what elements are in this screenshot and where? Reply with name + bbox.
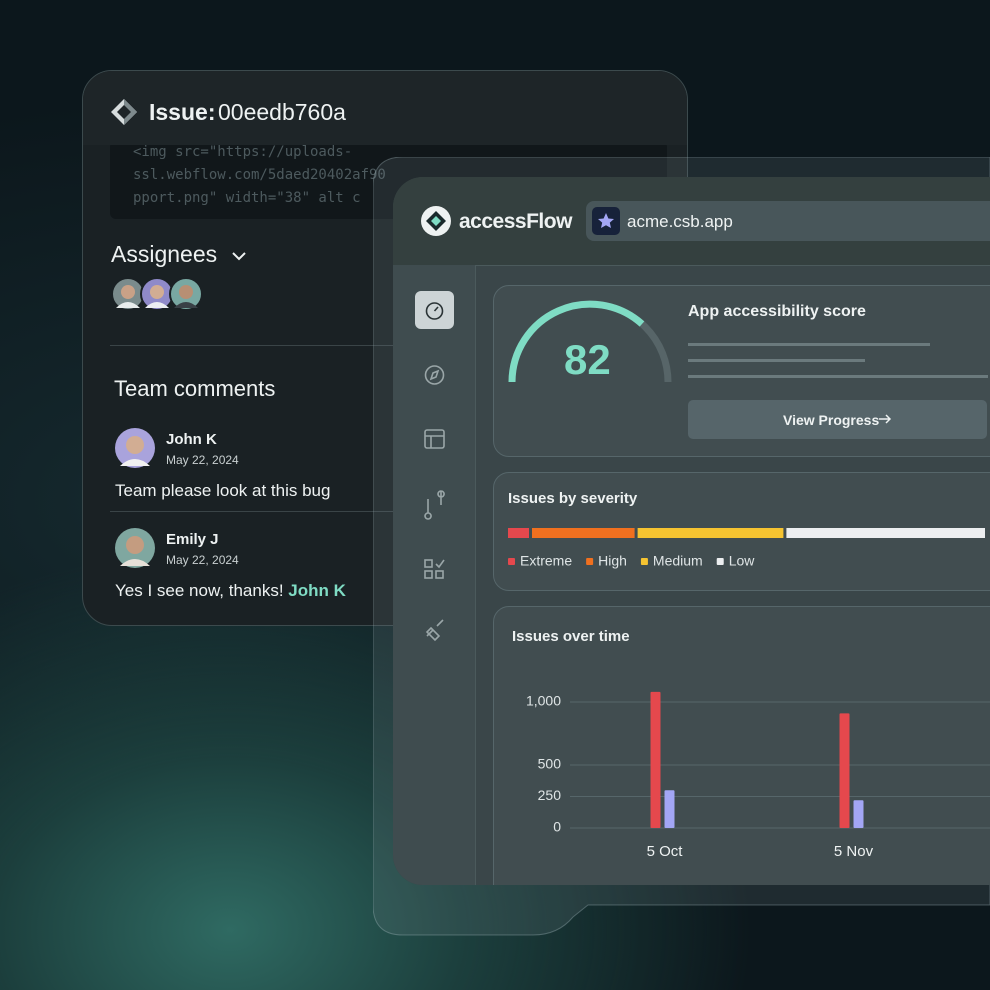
legend-swatch (716, 558, 724, 565)
placeholder-line (688, 359, 865, 362)
chart-title: Issues by severity (508, 490, 638, 507)
severity-chart: Issues by severity Extreme High Medium Low (508, 490, 985, 569)
bar (664, 790, 675, 828)
issue-header: Issue: 00eedb760a (83, 71, 687, 145)
score-card: 82 App accessibility score View Progress (493, 285, 990, 457)
view-progress-button[interactable]: View Progress (688, 400, 987, 439)
bar (853, 800, 864, 828)
score-value: 82 (564, 336, 611, 383)
url-bar[interactable] (586, 201, 990, 241)
comment-text: Team please look at this bug (115, 481, 331, 500)
x-tick-label: 5 Oct (647, 843, 684, 860)
score-gauge (508, 300, 672, 383)
severity-segment (637, 528, 784, 538)
brand-logo (421, 206, 451, 236)
chart-title: Issues over time (512, 628, 630, 645)
brand-name: accessFlow (459, 210, 572, 233)
avatar (115, 428, 155, 468)
issue-label: Issue: (149, 99, 216, 125)
y-tick-label: 0 (553, 819, 561, 835)
legend-label: High (598, 553, 627, 569)
comments-title: Team comments (114, 376, 276, 401)
comment-author: Emily J (166, 531, 219, 548)
y-tick-label: 1,000 (526, 693, 561, 709)
y-tick-label: 500 (538, 756, 562, 772)
assignees-title: Assignees (111, 241, 218, 267)
severity-segment (786, 528, 985, 538)
legend-label: Extreme (520, 553, 572, 569)
arrow-icon (879, 414, 892, 424)
y-tick-label: 250 (538, 787, 562, 803)
score-title: App accessibility score (688, 303, 866, 320)
bar (839, 713, 850, 828)
legend-swatch (640, 558, 648, 565)
legend-swatch (586, 558, 594, 565)
comment-date: May 22, 2024 (166, 453, 239, 467)
legend-swatch (508, 558, 515, 565)
comment-author: John K (166, 431, 217, 448)
mention[interactable]: John K (288, 581, 346, 600)
legend-label: Medium (653, 553, 703, 569)
comment-text: Yes I see now, thanks! (115, 581, 284, 600)
comment-date: May 22, 2024 (166, 553, 239, 567)
issue-id: 00eedb760a (218, 99, 346, 125)
comment-body: Yes I see now, thanks! John K (115, 581, 346, 601)
sidebar (393, 265, 476, 885)
dropdown-icon[interactable] (231, 249, 247, 263)
legend-label: Low (729, 553, 756, 569)
placeholder-line (688, 343, 930, 346)
severity-segment (532, 528, 635, 538)
button-label: View Progress (783, 412, 880, 428)
site-icon (592, 207, 620, 235)
placeholder-line (688, 375, 988, 378)
url-text: acme.csb.app (627, 212, 733, 231)
code-block: <img src="https://uploads- ssl.webflow.c… (110, 141, 667, 219)
code-line: pport.png" width="38" alt c (133, 190, 361, 206)
assignee-avatars (111, 277, 203, 311)
issues-chart: Issues over time 0 250 500 1,000 5 Oct 5 Nov (512, 628, 990, 860)
sidebar-icons (415, 291, 454, 642)
bar (650, 691, 661, 828)
code-line: ssl.webflow.com/5daed20402af90 (133, 167, 386, 183)
code-line: <img src="https://uploads- (133, 144, 353, 160)
x-tick-label: 5 Nov (834, 843, 874, 860)
issues-chart-card (493, 606, 990, 885)
avatar (115, 528, 155, 568)
issue-icon (111, 99, 137, 125)
severity-segment (508, 528, 529, 538)
